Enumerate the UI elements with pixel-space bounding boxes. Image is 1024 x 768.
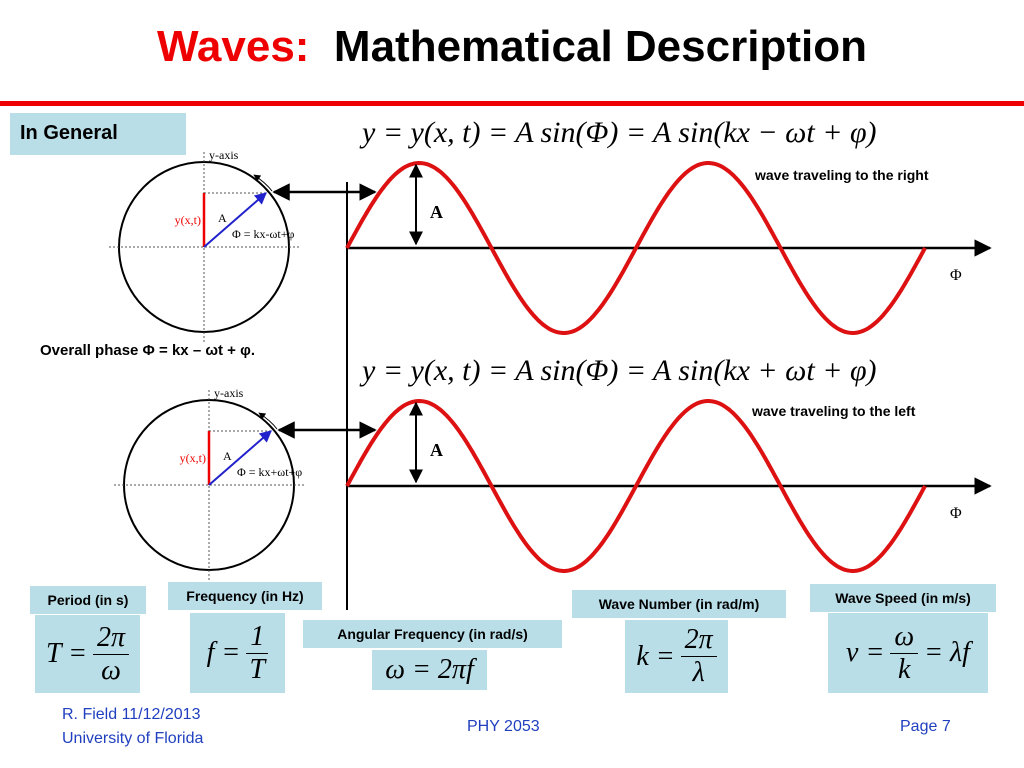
formula: k = 2π λ [625,620,728,693]
rhs: = λf [924,637,970,668]
box-label: Wave Number (in rad/m) [572,590,786,618]
fraction: 2π ω [92,622,129,687]
rule [0,101,1024,106]
title: Waves: Mathematical Description [0,22,1024,72]
radius [203,192,267,248]
den: λ [692,657,705,688]
radius-label: A [218,211,227,225]
circle-axis-label: y-axis [209,148,239,162]
overall-phase: Overall phase Φ = kx – ωt + φ. [40,342,255,359]
box-label: Frequency (in Hz) [168,582,322,610]
circle-axis-label: y-axis [214,386,244,400]
wave [345,398,927,574]
phase-label: Φ = kx-ωt+φ [232,227,295,241]
equation: y = y(x, t) = A sin(Φ) = A sin(kx + ωt +… [362,354,877,387]
wave [345,160,927,336]
course: PHY 2053 [467,718,540,735]
rotation [258,412,278,430]
box-label: Period (in s) [30,586,146,614]
lhs: f = [206,637,241,668]
institution: University of Florida [62,730,204,747]
page-number: Page 7 [900,718,951,735]
den: ω [101,654,121,686]
den: k [898,653,911,685]
title-red: Waves: [157,22,310,71]
y-label: y(x,t) [175,213,201,227]
y-label: y(x,t) [180,451,206,465]
axis-label: Φ [950,505,962,522]
formula: v = ω k = λf [828,613,988,693]
axis-label: Φ [950,267,962,284]
formula: f = 1 T [190,613,285,693]
equation: y = y(x, t) = A sin(Φ) = A sin(kx − ωt +… [362,116,877,149]
box-label: Angular Frequency (in rad/s) [303,620,562,648]
section-label: In General [10,113,186,155]
formula: T = 2π ω [35,615,140,693]
phase-label: Φ = kx+ωt+φ [237,465,302,479]
num: 2π [680,624,717,657]
caption: wave traveling to the right [755,167,929,183]
radius [208,430,272,486]
lhs: k = [636,640,675,672]
radius-label: A [223,449,232,463]
author: R. Field 11/12/2013 [62,706,201,723]
caption: wave traveling to the left [752,403,916,419]
formula: ω = 2πf [372,650,487,690]
num: 2π [92,622,129,655]
box-label: Wave Speed (in m/s) [810,584,996,612]
den: T [249,653,266,685]
rotation [253,174,273,192]
lhs: v = [846,637,885,668]
amplitude-label: A [430,440,443,460]
fraction: 2π λ [680,624,717,689]
title-black: Mathematical Description [333,22,867,71]
num: ω [890,621,919,654]
amplitude-label: A [430,202,443,222]
lhs: T = [46,638,87,669]
num: 1 [246,621,269,654]
